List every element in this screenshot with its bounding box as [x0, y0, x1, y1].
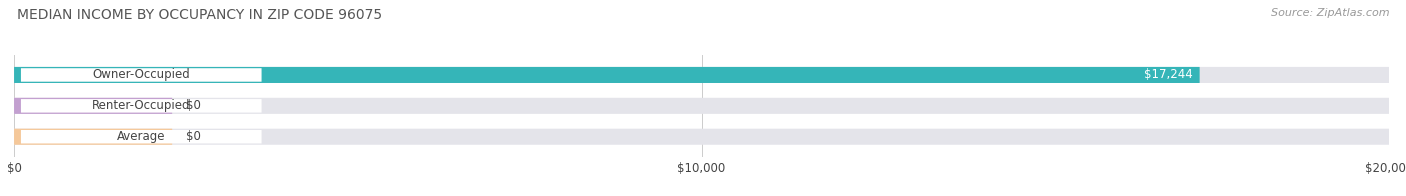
Text: Average: Average	[117, 130, 166, 143]
FancyBboxPatch shape	[21, 130, 262, 143]
Text: Source: ZipAtlas.com: Source: ZipAtlas.com	[1271, 8, 1389, 18]
Text: $0: $0	[186, 99, 201, 112]
FancyBboxPatch shape	[21, 99, 262, 113]
FancyBboxPatch shape	[21, 68, 262, 82]
Text: Renter-Occupied: Renter-Occupied	[91, 99, 190, 112]
FancyBboxPatch shape	[14, 67, 1199, 83]
FancyBboxPatch shape	[14, 129, 172, 145]
FancyBboxPatch shape	[14, 67, 1389, 83]
Text: $17,244: $17,244	[1144, 68, 1192, 82]
Text: $0: $0	[186, 130, 201, 143]
FancyBboxPatch shape	[14, 98, 172, 114]
Text: MEDIAN INCOME BY OCCUPANCY IN ZIP CODE 96075: MEDIAN INCOME BY OCCUPANCY IN ZIP CODE 9…	[17, 8, 382, 22]
FancyBboxPatch shape	[14, 129, 1389, 145]
Text: Owner-Occupied: Owner-Occupied	[93, 68, 190, 82]
FancyBboxPatch shape	[14, 98, 1389, 114]
